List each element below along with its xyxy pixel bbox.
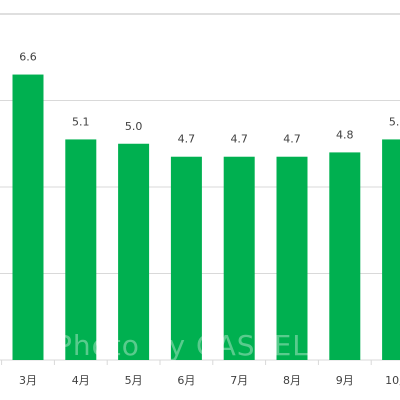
x-tick-label: 8月 <box>283 374 301 387</box>
x-tick-label: 10月 <box>385 374 400 387</box>
watermark-text: Photo by CASTEL <box>55 329 309 362</box>
bar-value-label: 4.7 <box>178 133 196 146</box>
x-tick-label: 3月 <box>19 374 37 387</box>
data-labels: 6.6 5.1 5.0 4.7 4.7 4.7 4.8 5.1 <box>19 51 400 146</box>
x-tick-label: 7月 <box>230 374 248 387</box>
bars <box>12 74 400 361</box>
bar-value-label: 4.7 <box>283 133 301 146</box>
bar-value-label: 4.8 <box>336 128 354 141</box>
bar <box>12 74 44 361</box>
bar <box>118 143 150 360</box>
bar <box>223 156 255 360</box>
bar <box>276 156 308 360</box>
bar-value-label: 5.1 <box>72 115 90 128</box>
bar <box>170 156 202 360</box>
bar-value-label: 4.7 <box>230 133 248 146</box>
bar-value-label: 5.0 <box>125 120 143 133</box>
x-tick-label: 6月 <box>177 374 195 387</box>
x-tick-label: 9月 <box>336 374 354 387</box>
bar-value-label: 6.6 <box>19 51 37 64</box>
bar-value-label: 5.1 <box>389 115 400 128</box>
x-tick-label: 5月 <box>125 374 143 387</box>
bar <box>65 139 97 360</box>
bar <box>329 152 361 360</box>
x-tick-label: 4月 <box>72 374 90 387</box>
bar <box>382 139 400 360</box>
x-axis-ticks: 3月 4月 5月 6月 7月 8月 9月 10月 <box>19 374 400 387</box>
